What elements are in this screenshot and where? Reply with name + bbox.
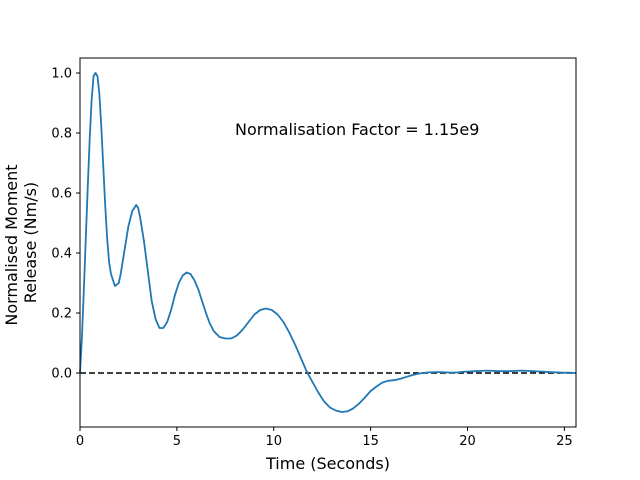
x-tick-label: 20 bbox=[459, 434, 476, 449]
y-tick-label: 0.2 bbox=[51, 307, 72, 322]
y-tick-label: 1.0 bbox=[51, 67, 72, 82]
axes-frame bbox=[79, 57, 577, 428]
normalisation-annotation: Normalisation Factor = 1.15e9 bbox=[235, 120, 479, 139]
y-tick-label: 0.6 bbox=[51, 187, 72, 202]
y-tick-label: 0.4 bbox=[51, 247, 72, 262]
y-tick-label: 0.8 bbox=[51, 127, 72, 142]
x-tick-label: 0 bbox=[76, 434, 84, 449]
series-line bbox=[79, 72, 577, 413]
y-axis-title-line-1: Normalised Moment bbox=[2, 164, 21, 325]
x-axis-title: Time (Seconds) bbox=[265, 454, 390, 473]
x-tick-label: 5 bbox=[173, 434, 181, 449]
y-tick-label: 0.0 bbox=[51, 367, 72, 382]
x-axis: 0 5 10 15 20 25 bbox=[76, 427, 573, 449]
y-axis: 0.0 0.2 0.4 0.6 0.8 1.0 bbox=[51, 67, 80, 382]
x-tick-label: 25 bbox=[556, 434, 573, 449]
x-tick-label: 15 bbox=[362, 434, 379, 449]
y-axis-title-line-2: Release (Nm/s) bbox=[21, 182, 40, 303]
y-axis-title: Normalised Moment Release (Nm/s) bbox=[2, 159, 40, 325]
x-tick-label: 10 bbox=[265, 434, 282, 449]
plot-area bbox=[79, 57, 577, 428]
